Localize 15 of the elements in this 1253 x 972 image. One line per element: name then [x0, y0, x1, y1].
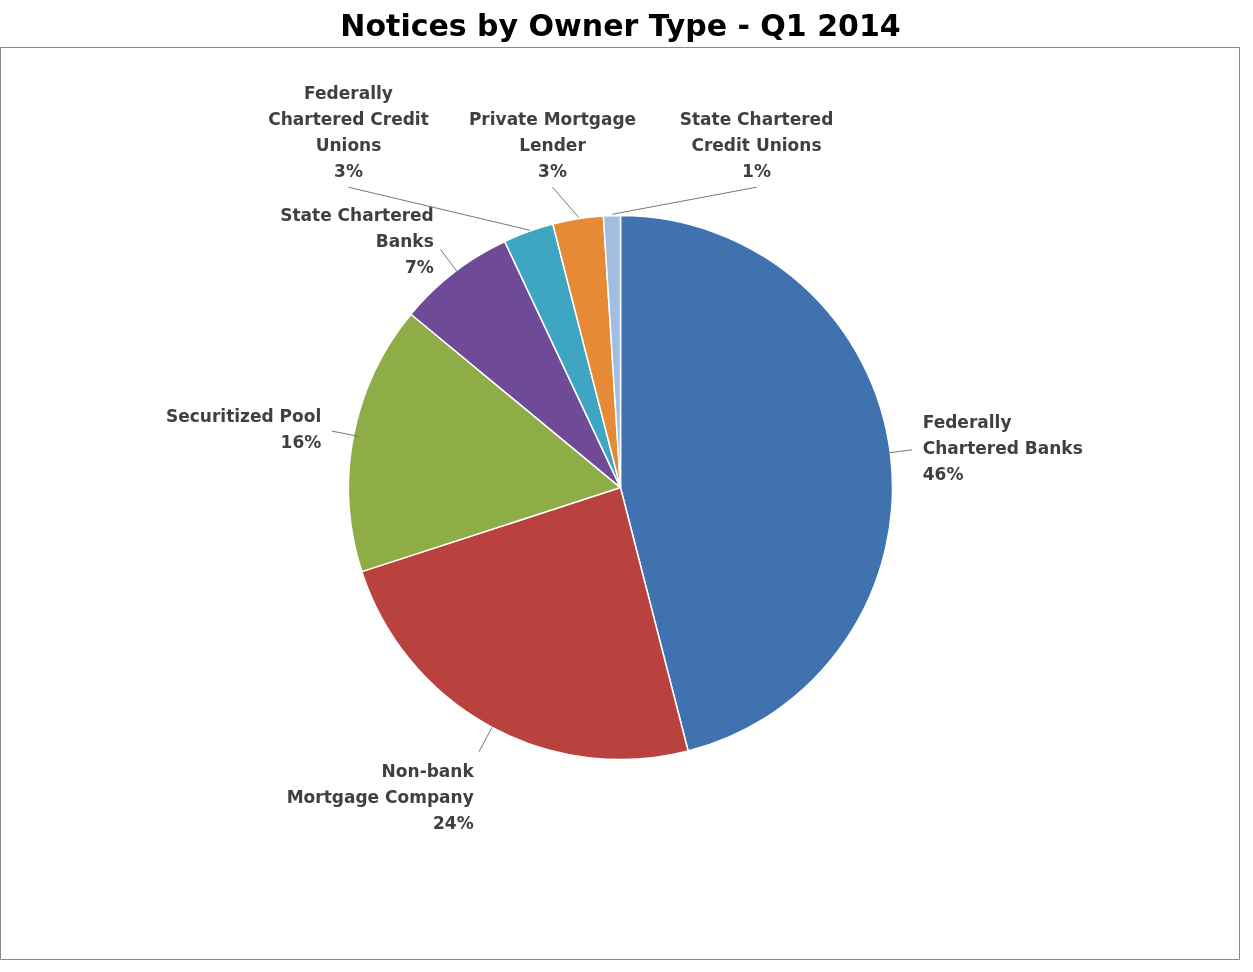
data-label: 16%: [280, 432, 322, 453]
data-label: 3%: [334, 160, 363, 181]
slice-label: Federally Chartered Credit Unions: [268, 82, 429, 155]
data-label: 3%: [538, 160, 567, 181]
data-label: 24%: [433, 813, 474, 834]
data-label: 7%: [404, 256, 434, 277]
data-label: 46%: [922, 464, 964, 485]
slice-label: Securitized Pool: [165, 406, 322, 427]
slice-label: State Chartered Banks: [280, 204, 434, 251]
slice-label: Non-bank Mortgage Company: [286, 761, 475, 808]
slice-label: State Chartered Credit Unions: [679, 108, 834, 155]
slice-label: Private Mortgage Lender: [468, 108, 637, 155]
slice-label: Federally Chartered Banks: [922, 412, 1083, 459]
data-label: 1%: [742, 160, 771, 181]
chart-title: Notices by Owner Type - Q1 2014: [340, 7, 901, 43]
